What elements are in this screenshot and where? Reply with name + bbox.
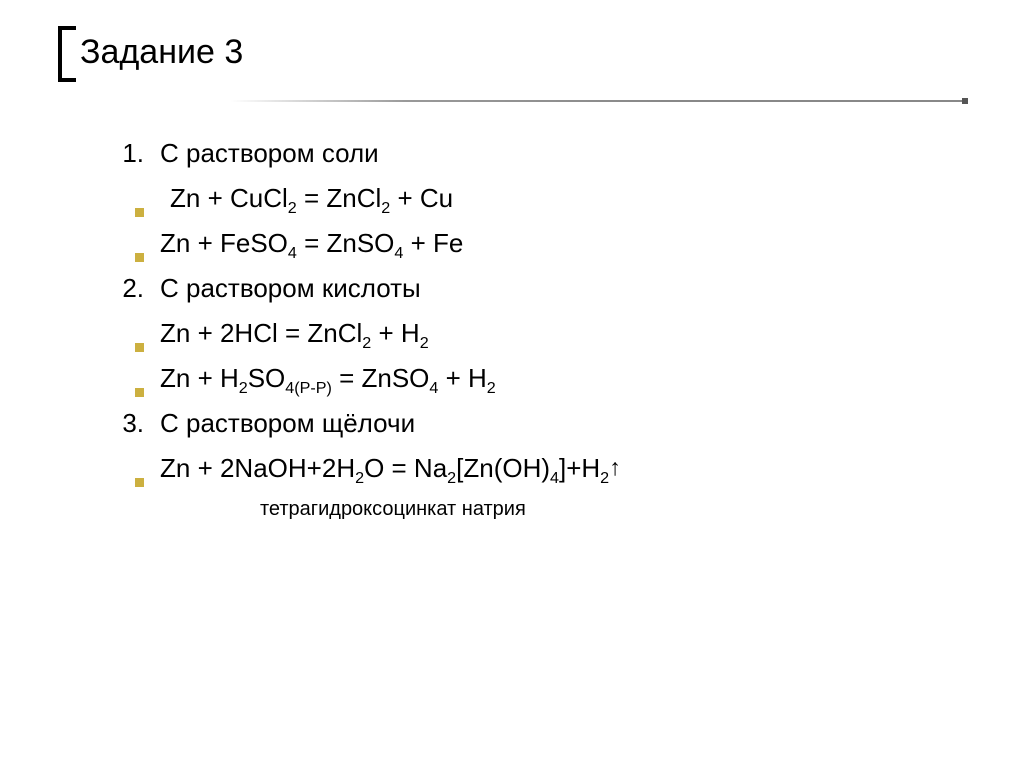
content-line: Zn + 2HCl = ZnCl2 + H2 <box>160 318 429 349</box>
content-line: Zn + CuCl2 = ZnCl2 + Cu <box>160 183 453 214</box>
content-list: 1.С раствором соли Zn + CuCl2 = ZnCl2 + … <box>120 138 1024 484</box>
content-row: Zn + 2NaOH+2H2O = Na2[Zn(OH)4]+H2↑ <box>120 453 1024 484</box>
divider-line <box>60 100 964 102</box>
content-row: 2.С раствором кислоты <box>120 273 1024 304</box>
content-row: 3.С раствором щёлочи <box>120 408 1024 439</box>
content-line: С раствором щёлочи <box>160 408 415 439</box>
content-row: Zn + 2HCl = ZnCl2 + H2 <box>120 318 1024 349</box>
list-number: 2. <box>120 273 160 304</box>
footnote-text: тетрагидроксоцинкат натрия <box>260 498 1024 521</box>
bullet-square-icon <box>120 468 160 477</box>
bullet-square-icon <box>120 333 160 342</box>
content-row: Zn + H2SO4(P-P) = ZnSO4 + H2 <box>120 363 1024 394</box>
content-line: Zn + 2NaOH+2H2O = Na2[Zn(OH)4]+H2↑ <box>160 453 621 484</box>
slide: Задание 3 1.С раствором соли Zn + CuCl2 … <box>0 0 1024 768</box>
list-number: 3. <box>120 408 160 439</box>
bullet-square-icon <box>120 378 160 387</box>
divider-endcap <box>962 98 968 104</box>
content-line: С раствором соли <box>160 138 379 169</box>
content-line: Zn + H2SO4(P-P) = ZnSO4 + H2 <box>160 363 496 394</box>
title-wrap: Задание 3 <box>80 30 1024 74</box>
divider-gradient <box>230 100 964 102</box>
bullet-square-icon <box>120 243 160 252</box>
content-row: Zn + CuCl2 = ZnCl2 + Cu <box>120 183 1024 214</box>
bullet-square-icon <box>120 198 160 207</box>
content-row: Zn + FeSO4 = ZnSO4 + Fe <box>120 228 1024 259</box>
content-line: Zn + FeSO4 = ZnSO4 + Fe <box>160 228 463 259</box>
title-bracket-decoration <box>58 26 62 82</box>
content-row: 1.С раствором соли <box>120 138 1024 169</box>
slide-title: Задание 3 <box>80 30 1024 74</box>
list-number: 1. <box>120 138 160 169</box>
content-line: С раствором кислоты <box>160 273 421 304</box>
